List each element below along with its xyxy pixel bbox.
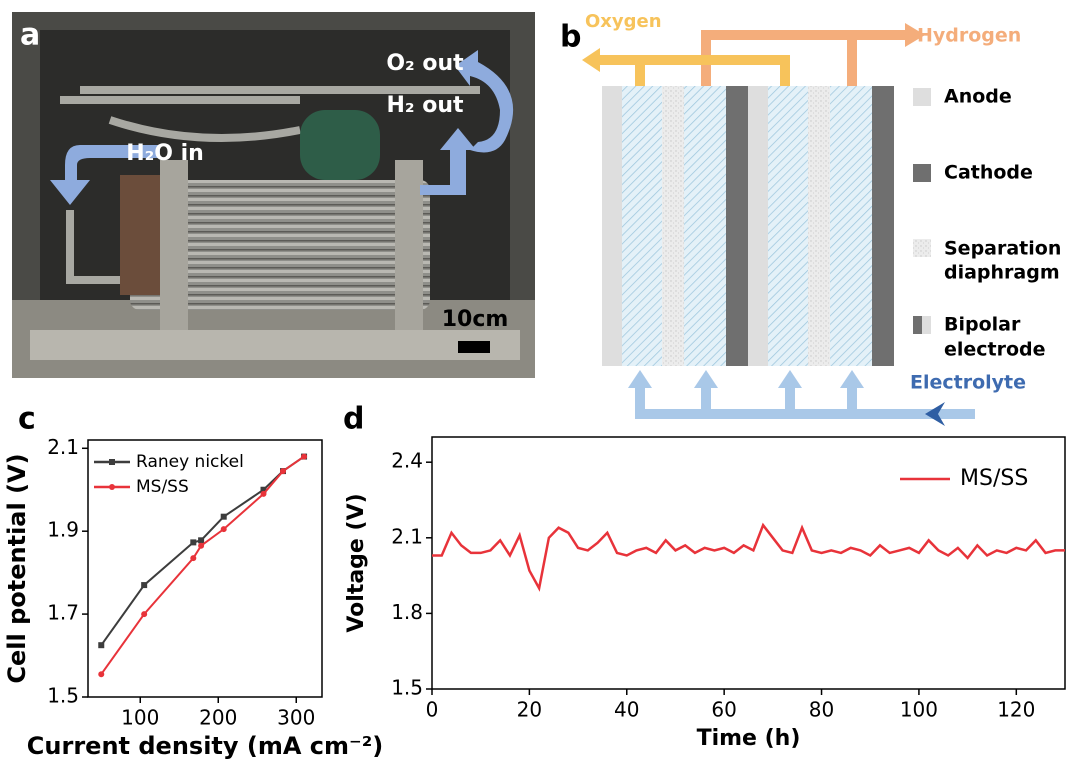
legend-label: Raney nickel: [136, 452, 244, 472]
arrow-head: [925, 402, 945, 426]
legend-label: MS/SS: [136, 477, 189, 497]
annotation: H₂O in: [126, 141, 204, 166]
marker: [260, 490, 267, 497]
legend-label: Anode: [944, 86, 1012, 108]
y-tick-label: 1.7: [47, 601, 79, 625]
marker: [280, 468, 286, 475]
legend-label: electrode: [944, 339, 1046, 361]
x-tick-label: 40: [614, 698, 639, 722]
legend-label: Bipolar: [944, 314, 1021, 336]
scale-bar-label: 10cm: [442, 307, 509, 332]
annotation: O₂ out: [386, 51, 464, 76]
x-tick-label: 100: [121, 706, 159, 730]
marker: [301, 453, 308, 460]
y-axis-label: Cell potential (V): [3, 453, 31, 683]
x-tick-label: 100: [900, 698, 938, 722]
legend-label: Cathode: [944, 162, 1033, 184]
annotation: H₂ out: [387, 93, 464, 118]
panel-label: a: [20, 18, 40, 53]
flow-arrows: [50, 50, 514, 205]
marker: [220, 513, 227, 520]
marker: [220, 526, 227, 533]
y-tick-label: 2.4: [391, 449, 423, 473]
x-tick-label: 120: [997, 698, 1035, 722]
legend-marker: [109, 484, 115, 490]
diagram-legend: [913, 88, 931, 334]
y-tick-label: 1.5: [47, 684, 79, 708]
x-tick-label: 20: [517, 698, 542, 722]
arrow-head: [905, 23, 925, 47]
x-axis-label: Current density (mA cm⁻²): [27, 732, 383, 760]
plot-frame: [431, 436, 1066, 690]
panel-label: c: [18, 402, 36, 437]
marker: [198, 542, 205, 549]
series-line: [100, 455, 305, 675]
y-tick-label: 1.9: [47, 518, 79, 542]
legend-label: diaphragm: [944, 262, 1060, 284]
x-tick-label: 200: [199, 706, 237, 730]
marker: [141, 582, 148, 589]
inlet-pipes: [635, 385, 975, 419]
scale-bar: [458, 341, 490, 353]
marker: [190, 555, 197, 562]
x-tick-label: 0: [426, 698, 439, 722]
photo: [12, 12, 535, 378]
legend-marker: [109, 459, 115, 465]
y-axis-label: Voltage (V): [344, 493, 369, 632]
arrow-head: [582, 48, 600, 72]
y-tick-label: 1.8: [391, 600, 423, 624]
x-tick-label: 300: [277, 706, 315, 730]
inlet-label: Electrolyte: [910, 372, 1026, 394]
arrow-heads: [628, 370, 864, 388]
x-tick-label: 60: [711, 698, 736, 722]
y-tick-label: 2.1: [47, 435, 79, 459]
marker: [190, 539, 197, 546]
plot-frame: [87, 439, 323, 698]
series-line: [100, 455, 305, 646]
outlet-pipes: [598, 30, 905, 86]
marker: [98, 642, 105, 649]
legend-label: Separation: [944, 238, 1061, 260]
x-tick-label: 80: [809, 698, 834, 722]
y-tick-label: 2.1: [391, 524, 423, 548]
marker: [141, 611, 148, 618]
x-axis-label: Time (h): [697, 726, 801, 751]
panel-label: b: [560, 20, 581, 55]
legend-label: MS/SS: [960, 466, 1028, 491]
marker: [98, 671, 105, 678]
outlet-label: Hydrogen: [917, 25, 1021, 47]
outlet-label: Oxygen: [585, 11, 662, 32]
marker: [260, 486, 267, 493]
series-line: [432, 522, 1065, 592]
panel-label: d: [343, 402, 364, 437]
y-tick-label: 1.5: [391, 676, 423, 700]
cell-stack: [602, 86, 894, 366]
marker: [198, 537, 205, 544]
